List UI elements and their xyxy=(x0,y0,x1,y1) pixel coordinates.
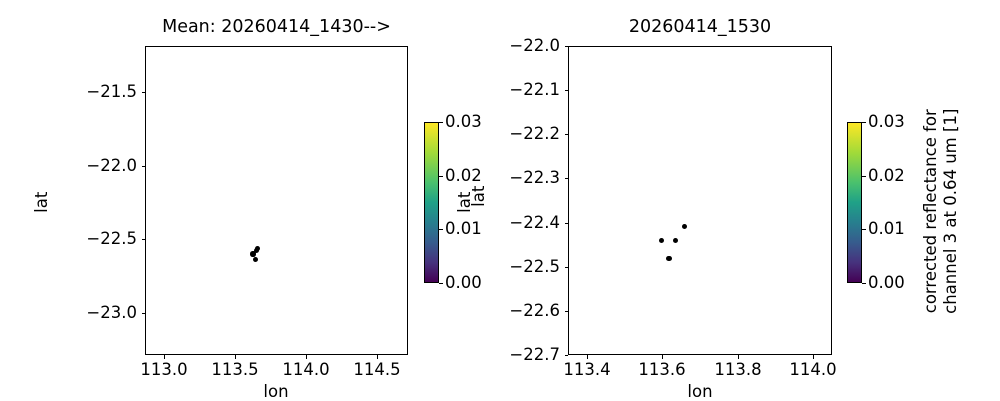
left-colorbar-tick xyxy=(439,175,443,177)
data-point xyxy=(666,256,672,262)
left-colorbar-ticklabel: 0.01 xyxy=(445,219,482,239)
right-ytick-mark xyxy=(564,266,568,268)
right-colorbar-tick xyxy=(862,283,866,285)
data-point xyxy=(252,256,258,262)
right-ytick-label: −22.1 xyxy=(509,80,560,100)
left-axes-frame xyxy=(145,46,408,355)
right-colorbar-label-line2: channel 3 at 0.64 um [1] xyxy=(940,108,960,314)
right-xtick-label: 113.8 xyxy=(714,360,762,379)
left-xlabel: lon xyxy=(263,382,289,401)
right-colorbar-label-line1: corrected reflectance for xyxy=(920,109,940,314)
right-xlabel: lon xyxy=(687,382,713,401)
right-ytick-label: −22.2 xyxy=(509,124,560,144)
right-xtick-label: 113.6 xyxy=(638,360,686,379)
right-ytick-mark xyxy=(564,90,568,92)
left-colorbar-tick xyxy=(439,229,443,231)
data-point xyxy=(673,237,679,243)
right-colorbar-tick xyxy=(862,122,866,124)
right-xtick-mark xyxy=(737,355,739,359)
left-ytick-label: −22.5 xyxy=(86,229,137,248)
right-ytick-label: −22.4 xyxy=(509,212,560,232)
right-ytick-mark xyxy=(564,46,568,48)
right-ytick-label: −22.7 xyxy=(509,345,560,364)
right-xtick-label: 114.0 xyxy=(789,360,837,379)
data-point xyxy=(250,251,256,257)
left-colorbar-tick xyxy=(439,283,443,285)
right-axes-frame xyxy=(568,46,832,355)
right-xtick-mark xyxy=(586,355,588,359)
right-ytick-label: −22.0 xyxy=(509,36,560,55)
left-xtick-mark xyxy=(163,355,165,359)
right-colorbar-ticklabel: 0.00 xyxy=(868,273,905,292)
right-colorbar-ticklabel: 0.01 xyxy=(868,219,905,239)
left-ylabel: lat xyxy=(31,191,51,213)
left-ytick-mark xyxy=(141,313,145,315)
left-colorbar xyxy=(424,122,439,283)
data-point xyxy=(255,246,261,252)
left-xtick-mark xyxy=(234,355,236,359)
right-xtick-mark xyxy=(813,355,815,359)
right-ytick-mark xyxy=(564,310,568,312)
left-xtick-label: 114.5 xyxy=(353,360,401,379)
right-colorbar-tick xyxy=(862,229,866,231)
left-ytick-mark xyxy=(141,92,145,94)
right-ytick-label: −22.5 xyxy=(509,256,560,276)
left-colorbar-ticklabel: 0.02 xyxy=(445,165,482,185)
right-ytick-mark xyxy=(564,355,568,357)
left-xtick-label: 113.5 xyxy=(211,360,259,379)
left-ytick-mark xyxy=(141,239,145,241)
right-colorbar-ticklabel: 0.03 xyxy=(868,112,905,131)
right-ytick-label: −22.3 xyxy=(509,168,560,188)
right-xtick-mark xyxy=(662,355,664,359)
left-ytick-mark xyxy=(141,166,145,168)
left-ytick-label: −22.0 xyxy=(86,156,137,175)
left-colorbar-tick xyxy=(439,122,443,124)
right-panel-title: 20260414_1530 xyxy=(628,17,772,37)
right-colorbar-ticklabel: 0.02 xyxy=(868,165,905,185)
left-ytick-label: −23.0 xyxy=(86,303,137,322)
left-xtick-label: 113.0 xyxy=(140,360,188,379)
left-xtick-mark xyxy=(305,355,307,359)
left-colorbar-ticklabel: 0.03 xyxy=(445,112,482,131)
right-ylabel: lat xyxy=(454,191,474,213)
right-colorbar-tick xyxy=(862,175,866,177)
right-colorbar xyxy=(847,122,862,283)
data-point xyxy=(682,223,688,229)
right-xtick-label: 113.4 xyxy=(563,360,611,379)
right-ytick-mark xyxy=(564,134,568,136)
right-ytick-mark xyxy=(564,222,568,224)
data-point xyxy=(659,238,665,244)
left-xtick-mark xyxy=(376,355,378,359)
left-colorbar-ticklabel: 0.00 xyxy=(445,273,482,292)
left-xtick-label: 114.0 xyxy=(282,360,330,379)
right-ytick-label: −22.6 xyxy=(509,300,560,320)
left-panel-title: Mean: 20260414_1430--> xyxy=(162,17,391,37)
right-ytick-mark xyxy=(564,178,568,180)
left-ytick-label: −21.5 xyxy=(86,82,137,101)
